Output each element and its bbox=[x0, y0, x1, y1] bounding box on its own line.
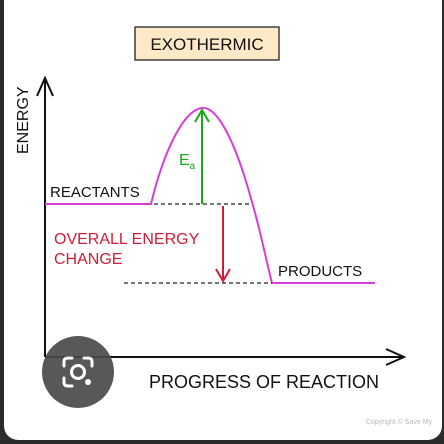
lens-search-button[interactable] bbox=[42, 336, 114, 408]
energy-curve bbox=[45, 106, 375, 284]
x-axis-arrowhead bbox=[385, 348, 407, 366]
overall-energy-change-arrowhead bbox=[215, 268, 231, 283]
diagram-title: EXOTHERMIC bbox=[150, 35, 263, 54]
energy-profile-diagram: EXOTHERMIC ENERGY PROGRESS OF REACTION E… bbox=[15, 26, 407, 392]
overall-change-label-line1: OVERALL ENERGY bbox=[54, 231, 200, 248]
x-axis-label: PROGRESS OF REACTION bbox=[149, 372, 379, 392]
activation-energy-label: Ea bbox=[179, 152, 196, 172]
products-label: PRODUCTS bbox=[278, 263, 362, 280]
title-box bbox=[134, 26, 280, 61]
diagram-card: EXOTHERMIC ENERGY PROGRESS OF REACTION E… bbox=[4, 0, 442, 440]
overall-change-label-line2: CHANGE bbox=[54, 251, 122, 268]
reactants-label: REACTANTS bbox=[50, 184, 140, 201]
y-axis-arrowhead bbox=[36, 75, 54, 97]
copyright-watermark: Copyright © Save My bbox=[365, 419, 432, 426]
activation-energy-arrowhead bbox=[194, 108, 210, 123]
y-axis-label: ENERGY bbox=[15, 86, 32, 154]
camera-search-icon bbox=[62, 356, 94, 388]
